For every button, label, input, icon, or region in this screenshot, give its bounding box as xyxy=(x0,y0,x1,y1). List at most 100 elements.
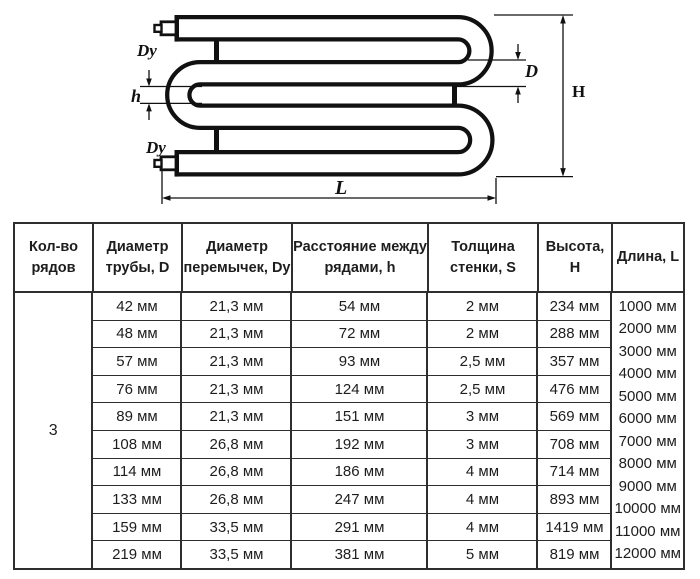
h-arrow-up xyxy=(146,103,152,112)
header-line: Длина, L xyxy=(616,249,680,265)
table-cell: 114 мм xyxy=(93,458,183,486)
jumper-left-bottom xyxy=(214,128,219,152)
dimensions-table: Кол-во рядов Диаметр трубы, D Диаметр пе… xyxy=(13,222,685,570)
table-cell: 21,3 мм xyxy=(182,348,293,375)
table-row: 76 мм 21,3 мм 124 мм 2,5 мм 476 мм xyxy=(93,375,613,404)
inlet-nipple-top xyxy=(153,20,178,37)
table-cell: 234 мм xyxy=(538,293,613,320)
length-value: 7000 мм xyxy=(618,432,677,450)
length-value: 4000 мм xyxy=(618,365,677,383)
table-cell: 819 мм xyxy=(538,541,613,568)
length-value: 2000 мм xyxy=(618,320,677,338)
col-header-height: Высота, H xyxy=(539,224,613,291)
dim-H xyxy=(494,14,573,178)
outlet-nipple-bottom xyxy=(153,155,178,172)
table-row: 108 мм 26,8 мм 192 мм 3 мм 708 мм xyxy=(93,430,613,459)
table-cell: 219 мм xyxy=(93,541,183,568)
header-line: трубы, D xyxy=(105,259,170,276)
length-value: 9000 мм xyxy=(618,477,677,495)
table-row: 219 мм 33,5 мм 381 мм 5 мм 819 мм xyxy=(93,541,613,568)
header-line: Расстояние между xyxy=(293,238,427,255)
label-H: H xyxy=(572,82,585,101)
H-arrow-up xyxy=(560,15,566,24)
length-value: 5000 мм xyxy=(618,387,677,405)
h-arrow-down xyxy=(146,78,152,87)
col-header-length: Длина, L xyxy=(613,224,683,291)
table-cell: 2,5 мм xyxy=(428,348,539,375)
register-drawing: h D H L Dy Dy xyxy=(0,0,700,216)
table-cell: 5 мм xyxy=(428,541,539,568)
table-cell: 288 мм xyxy=(538,320,613,348)
table-cell: 2 мм xyxy=(428,320,539,348)
col-header-pipe-diameter: Диаметр трубы, D xyxy=(94,224,183,291)
register-diagram-svg: h D H L Dy Dy xyxy=(131,14,585,204)
label-Dy-top: Dy xyxy=(136,41,157,60)
pipe-outer-wall xyxy=(165,15,495,177)
table-cell: 72 мм xyxy=(292,320,429,348)
col-header-row-spacing: Расстояние между рядами, h xyxy=(293,224,429,291)
table-cell: 57 мм xyxy=(93,348,183,375)
table-cell: 893 мм xyxy=(538,486,613,513)
table-header-row: Кол-во рядов Диаметр трубы, D Диаметр пе… xyxy=(15,224,683,293)
table-body: 3 42 мм 21,3 мм 54 мм 2 мм 234 мм 48 мм … xyxy=(15,293,683,568)
table-cell: 151 мм xyxy=(292,403,429,430)
L-arrow-right xyxy=(487,195,496,201)
table-cell: 124 мм xyxy=(292,375,429,403)
header-line: Диаметр xyxy=(206,238,268,255)
table-cell: 93 мм xyxy=(292,348,429,375)
table-cell: 26,8 мм xyxy=(182,430,293,458)
length-value: 12000 мм xyxy=(614,544,681,562)
table-cell: 186 мм xyxy=(292,458,429,486)
jumper-left-top xyxy=(214,39,219,62)
table-cell: 159 мм xyxy=(93,513,183,541)
table-cell: 21,3 мм xyxy=(182,375,293,403)
dim-h xyxy=(140,70,202,120)
table-cell: 569 мм xyxy=(538,403,613,430)
col-header-rows-count: Кол-во рядов xyxy=(15,224,94,291)
label-D: D xyxy=(524,61,538,81)
table-cell: 357 мм xyxy=(538,348,613,375)
rows-count-cell: 3 xyxy=(15,293,94,568)
L-arrow-left xyxy=(162,195,171,201)
table-cell: 21,3 мм xyxy=(182,293,293,320)
dim-L xyxy=(161,171,497,204)
length-value: 10000 мм xyxy=(614,500,681,518)
length-value: 8000 мм xyxy=(618,455,677,473)
table-cell: 33,5 мм xyxy=(182,513,293,541)
table-cell: 2 мм xyxy=(428,293,539,320)
length-value: 6000 мм xyxy=(618,410,677,428)
table-row: 159 мм 33,5 мм 291 мм 4 мм 1419 мм xyxy=(93,513,613,542)
col-header-wall-thickness: Толщина стенки, S xyxy=(429,224,539,291)
table-cell: 42 мм xyxy=(93,293,183,320)
length-value: 11000 мм xyxy=(615,522,681,540)
header-line: рядов xyxy=(31,259,76,276)
table-cell: 54 мм xyxy=(292,293,429,320)
table-cell: 26,8 мм xyxy=(182,486,293,513)
header-line: Высота, H xyxy=(545,238,605,276)
dim-D xyxy=(452,44,526,103)
length-value: 1000 мм xyxy=(618,298,677,315)
label-L: L xyxy=(334,177,347,199)
header-line: перемычек, Dy xyxy=(183,259,291,276)
table-row: 133 мм 26,8 мм 247 мм 4 мм 893 мм xyxy=(93,486,613,514)
header-line: стенки, S xyxy=(450,259,516,276)
table-cell: 1419 мм xyxy=(538,513,613,541)
table-cell: 33,5 мм xyxy=(182,541,293,568)
table-data-grid: 42 мм 21,3 мм 54 мм 2 мм 234 мм 48 мм 21… xyxy=(93,293,613,568)
label-h: h xyxy=(131,86,141,106)
header-line: рядами, h xyxy=(324,259,396,276)
table-row: 42 мм 21,3 мм 54 мм 2 мм 234 мм xyxy=(93,293,613,321)
pipe-bore xyxy=(169,19,491,173)
jumper-right-middle xyxy=(452,85,457,105)
table-row: 48 мм 21,3 мм 72 мм 2 мм 288 мм xyxy=(93,320,613,349)
table-row: 114 мм 26,8 мм 186 мм 4 мм 714 мм xyxy=(93,458,613,487)
table-cell: 708 мм xyxy=(538,430,613,458)
table-cell: 476 мм xyxy=(538,375,613,403)
table-cell: 192 мм xyxy=(292,430,429,458)
table-cell: 714 мм xyxy=(538,458,613,486)
table-cell: 3 мм xyxy=(428,430,539,458)
rows-count-value: 3 xyxy=(48,421,58,439)
table-cell: 76 мм xyxy=(93,375,183,403)
table-cell: 48 мм xyxy=(93,320,183,348)
